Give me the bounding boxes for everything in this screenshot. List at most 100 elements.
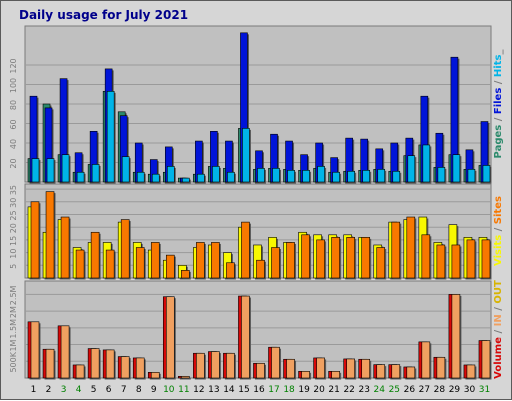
x-axis-labels: 1 2 3 4 5 6 7 8 9 10 11 12 13 14 15 16 17 18 19 20 21 22 23 24 2… [31, 385, 491, 395]
sites-bar [271, 247, 280, 279]
x-tick-label: 7 [121, 385, 127, 395]
hits-bar [422, 144, 431, 183]
in-bar [331, 371, 340, 379]
panel-visitors: 5 10 15 20 25 30 35 Visits / Sites [9, 183, 504, 280]
sites-bar [481, 239, 491, 279]
hits-bar [106, 91, 115, 183]
in-bar [241, 295, 250, 379]
legend-entry: Files [493, 88, 504, 114]
hits-bar [61, 154, 70, 183]
in-bar [451, 294, 461, 379]
in-bar [90, 348, 100, 379]
in-bar-shadow [182, 377, 191, 380]
y-tick-label: 10 [9, 249, 18, 259]
sites-bar [105, 249, 115, 279]
legend-entry: _ [493, 50, 504, 55]
y-tick-label: 40 [9, 139, 18, 149]
x-tick-label: 21 [328, 385, 339, 395]
in-bar [165, 296, 175, 379]
hits-bar [347, 170, 355, 183]
y-tick-label: 1M [9, 339, 18, 351]
sites-bar [120, 219, 130, 279]
hits-bar [31, 158, 40, 183]
y-tick-label: 20 [9, 158, 18, 168]
sites-bar [90, 231, 100, 279]
in-bar [120, 356, 130, 379]
in-bar [346, 358, 355, 379]
y-tick-label: 2M [9, 306, 18, 318]
y-tick-label: 120 [9, 58, 18, 73]
in-bar [196, 352, 205, 379]
hits-bar [272, 168, 280, 183]
hits-bar [362, 170, 371, 183]
panel-volume-legend: Volume / IN / OUT [493, 280, 504, 379]
panel-requests-legend: Pages / Files / Hits_ [493, 50, 504, 159]
hits-bar [452, 154, 461, 183]
legend-entry: Visits [493, 235, 504, 266]
sites-bar [226, 262, 235, 279]
hits-bar [287, 170, 295, 183]
hits-bar [197, 173, 205, 183]
legend-entry: Hits [493, 55, 504, 78]
panel-volume-background [24, 280, 492, 379]
x-tick-label: 29 [449, 385, 461, 395]
hits-bar [377, 169, 386, 183]
x-tick-label: 24 [374, 385, 386, 395]
x-tick-label: 3 [61, 385, 67, 395]
in-bar [30, 321, 40, 379]
legend-entry: / [493, 304, 504, 315]
sites-bar [30, 201, 40, 279]
x-tick-label: 17 [268, 385, 279, 395]
in-bar [286, 358, 295, 379]
legend-entry: / [493, 224, 504, 235]
in-bar [181, 376, 190, 379]
x-tick-label: 12 [193, 385, 204, 395]
sites-bar [150, 242, 160, 279]
legend-entry: IN [493, 314, 504, 326]
sites-bar [391, 221, 401, 279]
hits-bar [46, 158, 55, 183]
x-tick-label: 14 [223, 385, 235, 395]
in-bar [481, 340, 491, 379]
x-tick-label: 28 [434, 385, 446, 395]
sites-bar [376, 247, 386, 279]
sites-bar [241, 221, 250, 279]
sites-bar [346, 237, 355, 279]
in-bar [135, 357, 145, 379]
hits-bar [212, 166, 220, 183]
hits-bar [332, 171, 340, 183]
sites-bar [75, 249, 85, 279]
sites-bar [256, 259, 265, 279]
x-tick-label: 27 [419, 385, 430, 395]
hits-bar [392, 170, 401, 183]
legend-entry: Sites [493, 196, 504, 224]
hits-bar [227, 171, 235, 183]
legend-entry: OUT [493, 280, 504, 304]
y-tick-label: 25 [9, 210, 18, 220]
sites-bar [316, 239, 325, 279]
x-tick-label: 22 [343, 385, 354, 395]
x-tick-label: 31 [479, 385, 490, 395]
in-bar [466, 364, 476, 379]
in-bar [436, 356, 446, 379]
panel-visitors-legend: Visits / Sites [493, 196, 504, 266]
y-tick-label: 15 [9, 236, 18, 246]
y-tick-label: 20 [9, 223, 18, 233]
legend-entry: / [493, 326, 504, 337]
hits-bar [317, 166, 325, 183]
sites-bar [165, 254, 175, 279]
legend-entry: Volume [493, 337, 504, 379]
sites-bar [45, 191, 55, 279]
y-tick-label: 5 [9, 264, 18, 269]
hits-bar [121, 156, 130, 183]
in-bar [226, 352, 235, 379]
x-tick-label: 10 [163, 385, 175, 395]
in-bar [361, 358, 371, 379]
x-tick-label: 8 [136, 385, 142, 395]
hits-bar [136, 171, 145, 183]
hits-bar [166, 166, 175, 183]
x-tick-label: 25 [389, 385, 400, 395]
in-bar [60, 325, 70, 379]
